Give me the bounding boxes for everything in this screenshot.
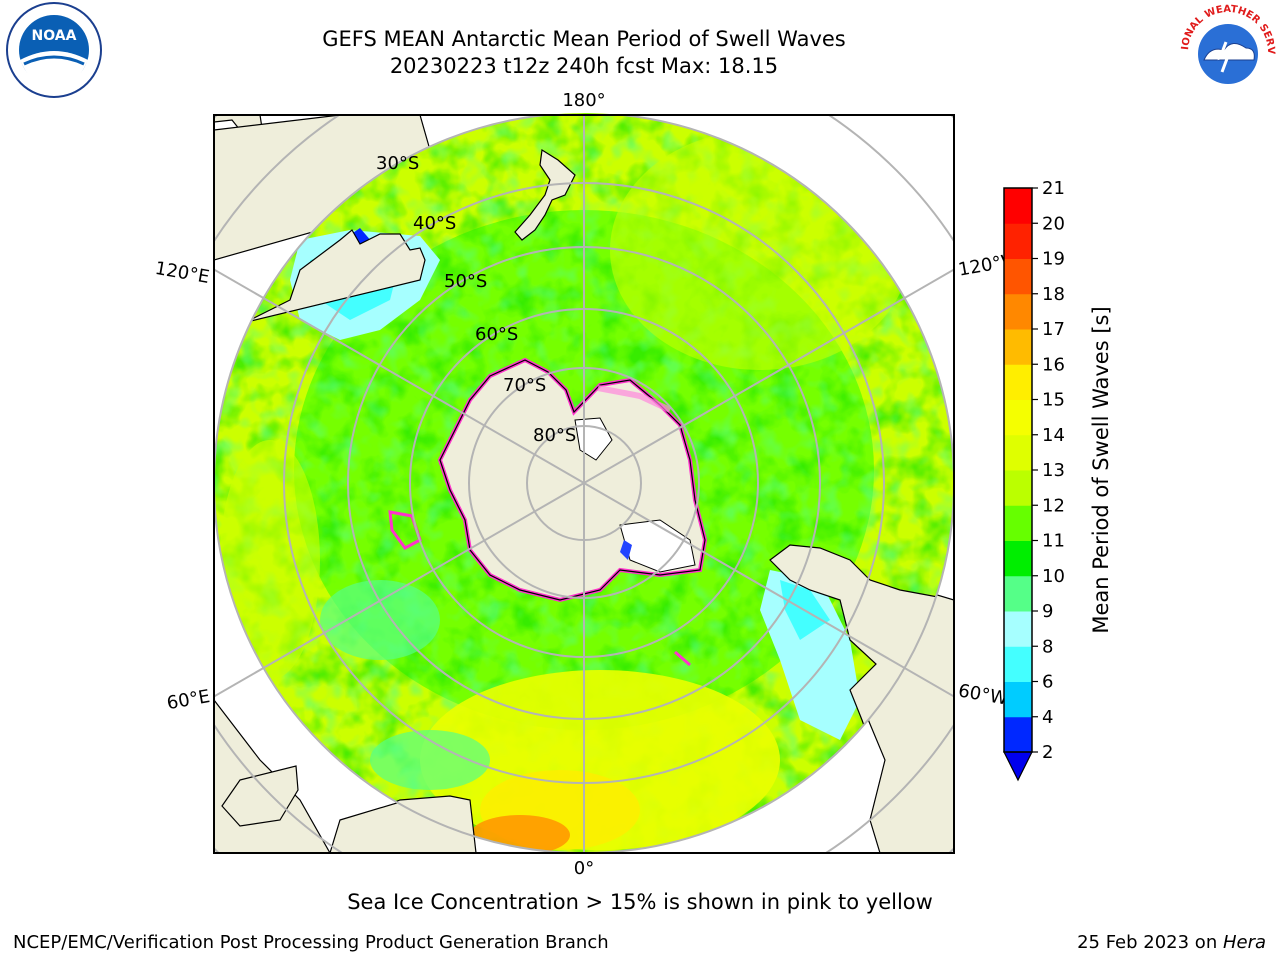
colorbar-swatch	[1004, 646, 1032, 682]
colorbar-tick-label: 17	[1042, 319, 1065, 340]
colorbar-ticks: 2 4 6 8 9 10 11 12 13 14 15 16 17 18 19 20 21	[1032, 180, 1065, 763]
meridian-label-0: 0°	[574, 858, 594, 879]
colorbar-tick-label: 19	[1042, 249, 1065, 270]
colorbar-tick-label: 13	[1042, 460, 1065, 481]
noaa-logo: NOAA	[6, 2, 102, 98]
colorbar-swatch	[1004, 611, 1032, 647]
colorbar-swatch	[1004, 293, 1032, 330]
colorbar-tick-label: 2	[1042, 742, 1053, 763]
colorbar-tick-label: 15	[1042, 390, 1065, 411]
colorbar-swatch	[1004, 681, 1032, 718]
colorbar-swatch	[1004, 329, 1032, 365]
colorbar-tick-label: 20	[1042, 213, 1065, 234]
colorbar-tick-label: 14	[1042, 425, 1065, 446]
parallel-label-80s: 80°S	[533, 425, 576, 446]
map-title: GEFS MEAN Antarctic Mean Period of Swell…	[322, 27, 846, 51]
parallel-label-70s: 70°S	[503, 375, 546, 396]
colorbar-tick-label: 11	[1042, 531, 1065, 552]
footer-host: Hera	[1222, 932, 1266, 953]
map-subtitle: 20230223 t12z 240h fcst Max: 18.15	[389, 54, 779, 78]
meridian-label-180: 180°	[562, 90, 605, 111]
colorbar-tick-label: 12	[1042, 495, 1065, 516]
sea-ice-note: Sea Ice Concentration > 15% is shown in …	[347, 890, 933, 914]
meridian-label-120e: 120°E	[153, 258, 211, 288]
colorbar-swatch	[1004, 434, 1032, 471]
parallel-label-60s: 60°S	[475, 324, 518, 345]
parallel-label-50s: 50°S	[444, 271, 487, 292]
colorbar-swatch	[1004, 399, 1032, 436]
map-frame	[213, 114, 955, 854]
colorbar-swatch	[1004, 364, 1032, 400]
colorbar-swatch	[1004, 505, 1032, 541]
colorbar-swatch	[1004, 223, 1032, 259]
parallel-label-30s: 30°S	[376, 153, 419, 174]
colorbar: 2 4 6 8 9 10 11 12 13 14 15 16 17 18 19 20 21 Mean Perio…	[1003, 180, 1113, 782]
colorbar-tick-label: 10	[1042, 566, 1065, 587]
colorbar-tick-label: 9	[1042, 601, 1053, 622]
footer-credit: NCEP/EMC/Verification Post Processing Pr…	[13, 932, 609, 953]
colorbar-swatches	[1004, 188, 1032, 753]
colorbar-tick-label: 21	[1042, 180, 1065, 199]
footer-date: 25 Feb 2023 on Hera	[1077, 932, 1266, 953]
colorbar-tick-label: 16	[1042, 354, 1065, 375]
colorbar-swatch	[1004, 540, 1032, 577]
colorbar-tick-label: 8	[1042, 636, 1053, 657]
colorbar-extend-triangle	[1003, 751, 1033, 782]
colorbar-swatch	[1004, 575, 1032, 612]
colorbar-swatch	[1004, 258, 1032, 295]
colorbar-tick-label: 6	[1042, 672, 1053, 693]
colorbar-swatch	[1004, 716, 1032, 753]
colorbar-label: Mean Period of Swell Waves [s]	[1089, 306, 1113, 633]
footer-date-text: 25 Feb 2023 on	[1077, 932, 1223, 953]
colorbar-tick-label: 18	[1042, 284, 1065, 305]
meridian-label-60e: 60°E	[165, 686, 211, 714]
noaa-logo-text: NOAA	[32, 28, 77, 44]
colorbar-swatch	[1004, 470, 1032, 506]
colorbar-tick-label: 4	[1042, 707, 1053, 728]
colorbar-swatch	[1004, 188, 1032, 224]
parallel-label-40s: 40°S	[413, 213, 456, 234]
nws-logo: NATIONAL WEATHER SERVICE	[1176, 2, 1276, 99]
